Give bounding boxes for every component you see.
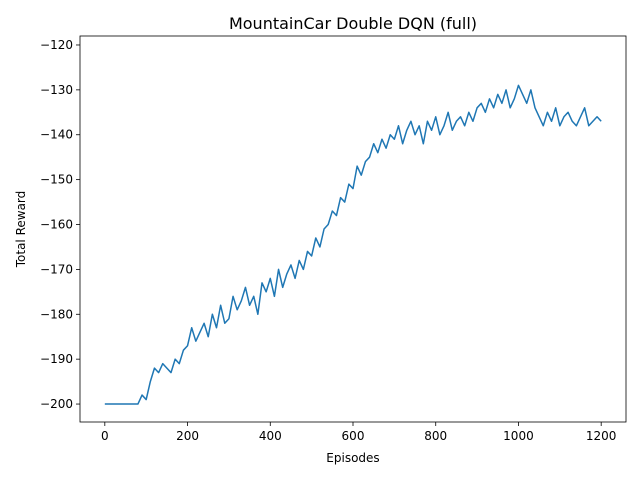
x-tick-label: 400 — [259, 429, 282, 443]
x-tick-label: 1200 — [586, 429, 617, 443]
y-tick-label: −200 — [40, 397, 73, 411]
x-tick-label: 0 — [101, 429, 109, 443]
series-layer — [104, 84, 602, 405]
plot-area — [79, 35, 627, 423]
y-tick-label: −170 — [40, 262, 73, 276]
y-axis: −200 −190 −180 −170 −160 −150 −140 −130 −120 — [40, 38, 80, 411]
y-axis-label: Total Reward — [14, 191, 28, 269]
y-tick-label: −160 — [40, 218, 73, 232]
reward-series-line — [104, 84, 602, 405]
y-tick-label: −190 — [40, 352, 73, 366]
x-tick-label: 1000 — [503, 429, 534, 443]
y-tick-label: −180 — [40, 307, 73, 321]
x-tick-label: 600 — [342, 429, 365, 443]
chart-title: MountainCar Double DQN (full) — [229, 14, 477, 33]
x-tick-label: 800 — [424, 429, 447, 443]
x-tick-label: 200 — [176, 429, 199, 443]
x-axis-label: Episodes — [326, 451, 379, 465]
y-tick-label: −120 — [40, 38, 73, 52]
y-tick-label: −140 — [40, 128, 73, 142]
y-tick-label: −150 — [40, 173, 73, 187]
x-axis: 0 200 400 600 800 1000 1200 — [101, 422, 616, 443]
y-tick-label: −130 — [40, 83, 73, 97]
